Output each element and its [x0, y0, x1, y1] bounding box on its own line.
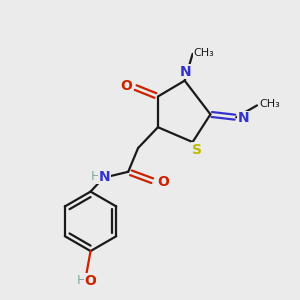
Text: H: H: [77, 274, 86, 287]
Text: H: H: [91, 170, 100, 183]
Text: N: N: [99, 170, 110, 184]
Text: CH₃: CH₃: [260, 99, 280, 110]
Text: O: O: [85, 274, 97, 288]
Text: CH₃: CH₃: [193, 48, 214, 58]
Text: N: N: [237, 111, 249, 125]
Text: O: O: [120, 79, 132, 93]
Text: N: N: [180, 65, 191, 79]
Text: S: S: [192, 143, 202, 157]
Text: O: O: [157, 175, 169, 189]
